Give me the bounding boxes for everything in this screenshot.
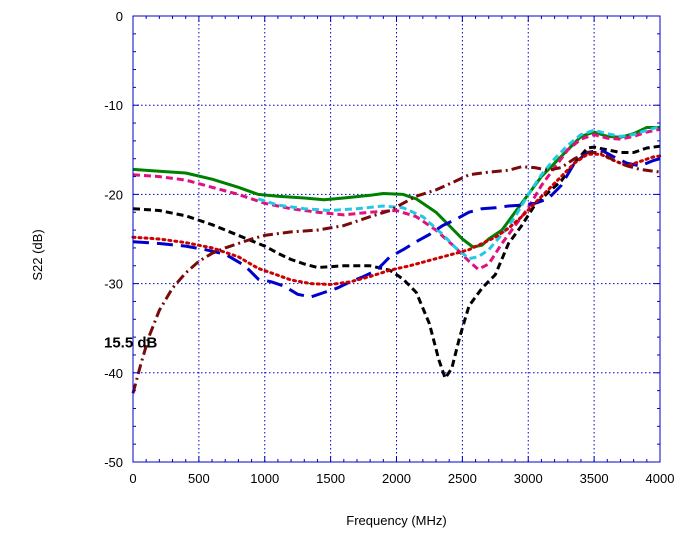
- x-axis-label: Frequency (MHz): [346, 513, 446, 528]
- y-tick-label: -40: [104, 366, 123, 381]
- series-line-1: [132, 126, 660, 249]
- series-line-2: [132, 127, 661, 271]
- annotation-label: 15.5 dB: [104, 335, 158, 352]
- series-line-4: [132, 144, 661, 380]
- plot-frame: [132, 15, 661, 463]
- x-tick-labels: 0 500 1000 1500 2000 2500 3000 3500 4000: [129, 471, 674, 486]
- x-tick-label: 3000: [514, 471, 543, 486]
- y-axis-label: S22 (dB): [30, 229, 45, 280]
- series-group: [131, 125, 662, 394]
- grid: [133, 16, 660, 462]
- x-tick-label: 4000: [646, 471, 675, 486]
- x-tick-label: 2500: [448, 471, 477, 486]
- y-tick-label: -10: [104, 98, 123, 113]
- x-tick-label: 3500: [580, 471, 609, 486]
- y-tick-labels: 0 -10 -20 -30 -40 -50: [104, 9, 123, 470]
- x-tick-label: 500: [188, 471, 210, 486]
- series-line-6: [131, 152, 662, 286]
- y-tick-label: -50: [104, 455, 123, 470]
- series-line-3: [257, 125, 661, 261]
- series-line-7: [131, 151, 661, 394]
- y-tick-label: -20: [104, 187, 123, 202]
- x-tick-label: 1500: [316, 471, 345, 486]
- y-tick-label: 0: [116, 9, 123, 24]
- ticks: [132, 15, 661, 463]
- x-tick-label: 2000: [382, 471, 411, 486]
- x-tick-label: 0: [129, 471, 136, 486]
- y-tick-label: -30: [104, 277, 123, 292]
- x-tick-label: 1000: [250, 471, 279, 486]
